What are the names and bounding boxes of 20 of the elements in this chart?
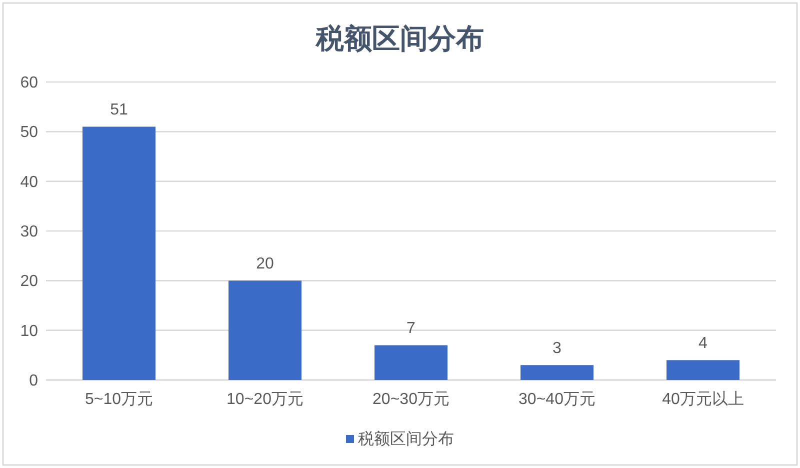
y-tick-label: 40 — [20, 174, 38, 191]
y-tick-label: 20 — [20, 273, 38, 290]
legend-label: 税额区间分布 — [358, 430, 454, 448]
x-tick-label: 20~30万元 — [372, 391, 450, 408]
legend: 税额区间分布 — [346, 431, 454, 448]
y-tick-label: 10 — [20, 322, 38, 340]
x-tick-label: 10~20万元 — [226, 391, 304, 408]
title: 税额区间分布 — [316, 23, 484, 54]
x-tick-label: 40万元以上 — [662, 390, 744, 408]
y-tick-label: 30 — [20, 224, 38, 240]
data-label: 4 — [698, 335, 708, 352]
x-tick-label: 30~40万元 — [518, 391, 596, 408]
data-label: 7 — [406, 320, 416, 338]
x-tick-label: 5~10万元 — [84, 391, 154, 408]
data-label: 3 — [552, 340, 562, 358]
y-tick-label: 50 — [20, 124, 38, 142]
data-label: 51 — [110, 102, 128, 119]
y-tick-label: 60 — [20, 74, 38, 92]
y-tick-label: 0 — [29, 372, 38, 390]
data-label: 20 — [256, 256, 274, 273]
